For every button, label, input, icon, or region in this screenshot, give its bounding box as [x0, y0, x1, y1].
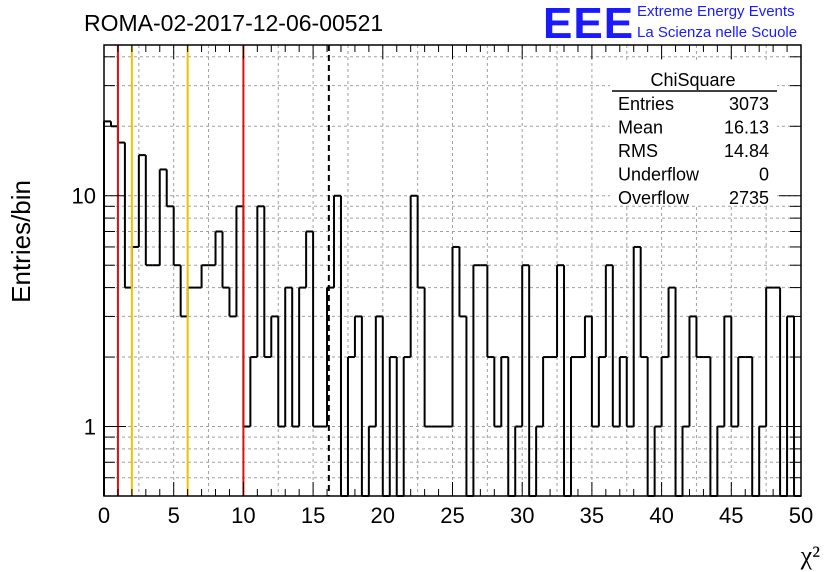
- x-tick-label: 40: [649, 503, 673, 528]
- stats-value: 3073: [729, 94, 769, 114]
- axis-tick-labels: 0 5 10 15 20 25 30 35 40 45 50 1 10: [72, 184, 814, 528]
- stats-label: Mean: [618, 118, 663, 138]
- logo-subtitle-2: La Scienza nelle Scuole: [637, 24, 798, 41]
- eee-logo: EEE: [543, 0, 635, 48]
- x-tick-label: 5: [168, 503, 180, 528]
- stats-value: 2735: [729, 188, 769, 208]
- stats-box: ChiSquare Entries 3073 Mean 16.13 RMS 14.84 Un…: [610, 63, 777, 208]
- x-tick-label: 20: [371, 503, 395, 528]
- plot-title: ROMA-02-2017-12-06-00521: [84, 10, 384, 36]
- x-tick-label: 35: [580, 503, 604, 528]
- x-tick-label: 0: [98, 503, 110, 528]
- x-axis-title: χ²: [800, 541, 821, 570]
- stats-value: 0: [759, 165, 769, 185]
- x-tick-label: 50: [789, 503, 813, 528]
- stats-label: Overflow: [618, 188, 690, 208]
- x-tick-label: 15: [301, 503, 325, 528]
- histogram-bars: [103, 120, 801, 497]
- y-axis-title: Entries/bin: [6, 180, 36, 303]
- x-tick-label: 25: [440, 503, 464, 528]
- axis-ticks: [103, 45, 802, 497]
- x-tick-label: 10: [231, 503, 255, 528]
- stats-label: RMS: [618, 141, 658, 161]
- stats-label: Underflow: [618, 165, 700, 185]
- stats-value: 14.84: [724, 141, 769, 161]
- threshold-lines: [116, 45, 330, 496]
- x-tick-label: 45: [719, 503, 743, 528]
- y-tick-label: 10: [72, 184, 96, 209]
- y-tick-label: 1: [84, 415, 96, 440]
- stats-value: 16.13: [724, 118, 769, 138]
- logo-subtitle-1: Extreme Energy Events: [637, 3, 795, 20]
- x-tick-label: 30: [510, 503, 534, 528]
- stats-title: ChiSquare: [650, 70, 735, 90]
- stats-label: Entries: [618, 94, 674, 114]
